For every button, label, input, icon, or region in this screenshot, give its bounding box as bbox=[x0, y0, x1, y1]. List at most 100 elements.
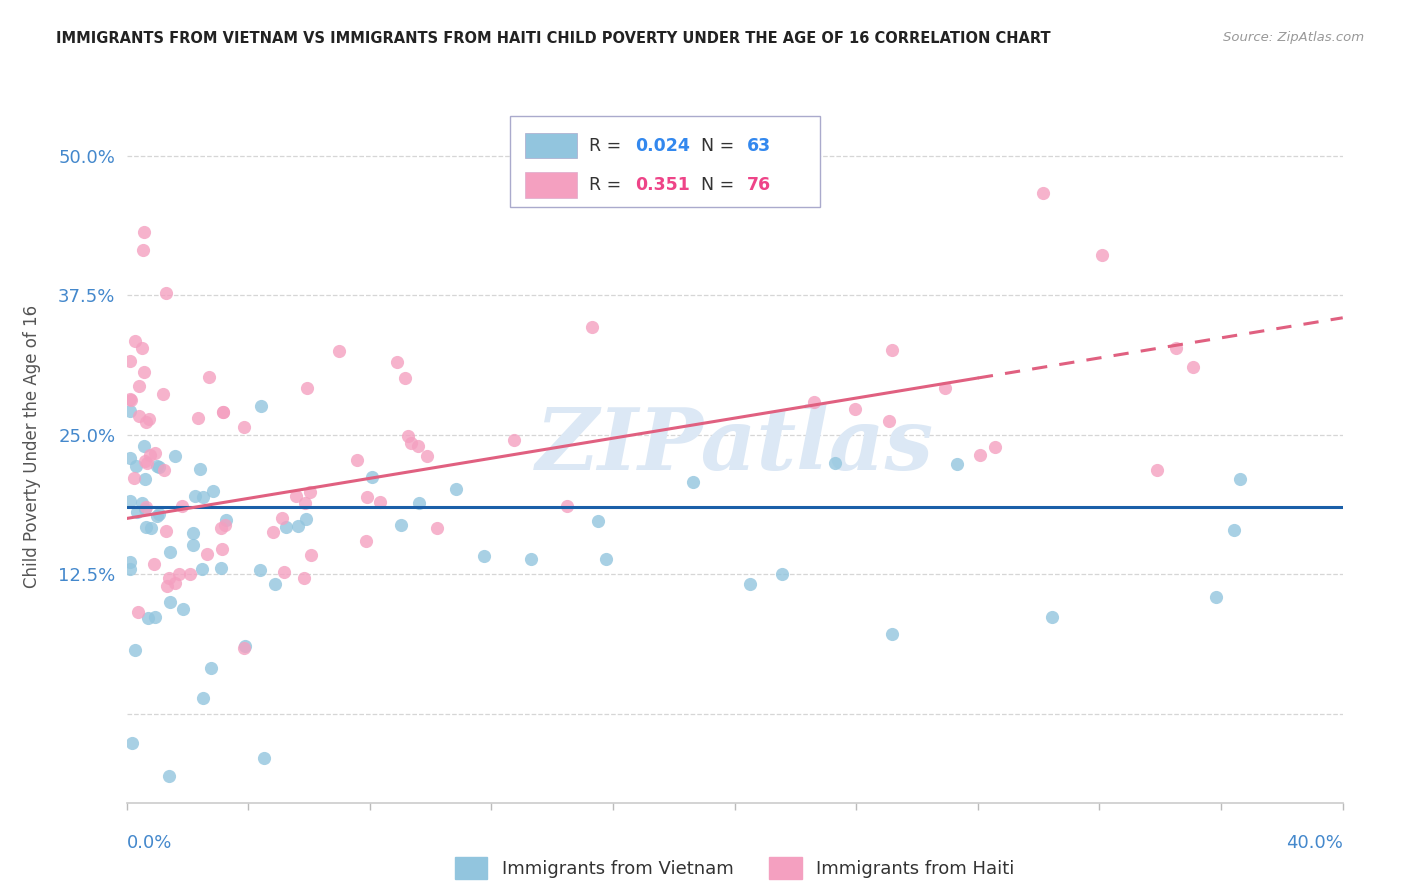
Point bbox=[120, 494, 142, 508]
Point bbox=[183, 538, 205, 552]
Point bbox=[270, 511, 292, 525]
Point bbox=[287, 518, 309, 533]
Point bbox=[155, 285, 177, 300]
Point bbox=[138, 412, 160, 426]
Text: 63: 63 bbox=[747, 136, 770, 154]
Y-axis label: Child Poverty Under the Age of 16: Child Poverty Under the Age of 16 bbox=[24, 304, 41, 588]
FancyBboxPatch shape bbox=[526, 172, 576, 198]
Point bbox=[157, 571, 180, 585]
Point bbox=[120, 451, 142, 466]
Text: IMMIGRANTS FROM VIETNAM VS IMMIGRANTS FROM HAITI CHILD POVERTY UNDER THE AGE OF : IMMIGRANTS FROM VIETNAM VS IMMIGRANTS FR… bbox=[56, 31, 1050, 46]
Point bbox=[131, 496, 153, 510]
Point bbox=[1042, 610, 1064, 624]
Text: Source: ZipAtlas.com: Source: ZipAtlas.com bbox=[1223, 31, 1364, 45]
Point bbox=[399, 436, 422, 450]
Point bbox=[121, 736, 143, 750]
Point bbox=[214, 518, 236, 533]
Point bbox=[232, 419, 254, 434]
Point bbox=[396, 428, 419, 442]
Point bbox=[844, 401, 866, 416]
Point bbox=[1205, 590, 1227, 604]
Point bbox=[118, 404, 141, 418]
Point bbox=[389, 518, 412, 533]
Point bbox=[215, 513, 238, 527]
Point bbox=[131, 244, 153, 258]
Point bbox=[387, 355, 409, 369]
Point bbox=[135, 415, 157, 429]
Point bbox=[233, 639, 256, 653]
Text: 0.351: 0.351 bbox=[636, 176, 690, 194]
Point bbox=[1181, 360, 1204, 375]
Point bbox=[273, 565, 295, 579]
Point bbox=[165, 449, 187, 463]
Point bbox=[299, 485, 322, 500]
Point bbox=[132, 365, 155, 379]
Point bbox=[195, 547, 218, 561]
Point bbox=[146, 458, 169, 473]
Point bbox=[191, 491, 214, 505]
Point bbox=[181, 526, 204, 541]
Point bbox=[134, 501, 156, 516]
Point bbox=[148, 460, 170, 475]
Point bbox=[232, 641, 254, 656]
Point bbox=[209, 561, 232, 575]
Point bbox=[426, 521, 449, 535]
Point bbox=[200, 661, 222, 675]
Point bbox=[354, 533, 377, 548]
FancyBboxPatch shape bbox=[509, 116, 820, 207]
Point bbox=[128, 409, 150, 423]
Point bbox=[155, 524, 177, 538]
Point bbox=[187, 411, 209, 425]
Point bbox=[141, 521, 163, 535]
Point bbox=[118, 555, 141, 569]
Point bbox=[520, 552, 543, 566]
Point bbox=[557, 499, 579, 513]
Point bbox=[444, 483, 467, 497]
Point bbox=[163, 575, 186, 590]
Point bbox=[416, 450, 439, 464]
Point bbox=[595, 552, 617, 566]
Point bbox=[152, 387, 174, 401]
Point bbox=[136, 611, 159, 625]
Point bbox=[153, 463, 176, 477]
Point bbox=[346, 453, 368, 467]
Point bbox=[134, 225, 156, 239]
Point bbox=[406, 439, 429, 453]
Point bbox=[135, 500, 157, 514]
Point bbox=[1091, 248, 1114, 262]
Point bbox=[984, 441, 1007, 455]
Point bbox=[211, 541, 233, 556]
Point bbox=[803, 395, 825, 409]
Point bbox=[212, 405, 235, 419]
Point bbox=[148, 507, 170, 521]
Point bbox=[946, 457, 969, 471]
Point bbox=[135, 519, 157, 533]
Point bbox=[135, 456, 157, 470]
Point bbox=[159, 595, 181, 609]
Point bbox=[127, 505, 149, 519]
Point bbox=[143, 446, 166, 460]
Point bbox=[295, 512, 318, 526]
Point bbox=[882, 343, 904, 358]
Point bbox=[124, 643, 146, 657]
Point bbox=[1223, 523, 1246, 537]
Point bbox=[408, 495, 430, 509]
FancyBboxPatch shape bbox=[526, 133, 576, 159]
Point bbox=[292, 571, 315, 585]
Point bbox=[132, 439, 155, 453]
Point bbox=[172, 602, 194, 616]
Point bbox=[877, 413, 900, 427]
Point bbox=[118, 562, 141, 576]
Point bbox=[253, 751, 276, 765]
Text: 76: 76 bbox=[747, 176, 770, 194]
Point bbox=[969, 448, 991, 462]
Point bbox=[738, 577, 761, 591]
Text: N =: N = bbox=[700, 176, 740, 194]
Point bbox=[581, 320, 603, 334]
Point bbox=[1032, 186, 1054, 200]
Point bbox=[934, 381, 956, 395]
Text: R =: R = bbox=[589, 136, 627, 154]
Point bbox=[299, 548, 322, 562]
Legend: Immigrants from Vietnam, Immigrants from Haiti: Immigrants from Vietnam, Immigrants from… bbox=[447, 850, 1022, 887]
Point bbox=[139, 449, 162, 463]
